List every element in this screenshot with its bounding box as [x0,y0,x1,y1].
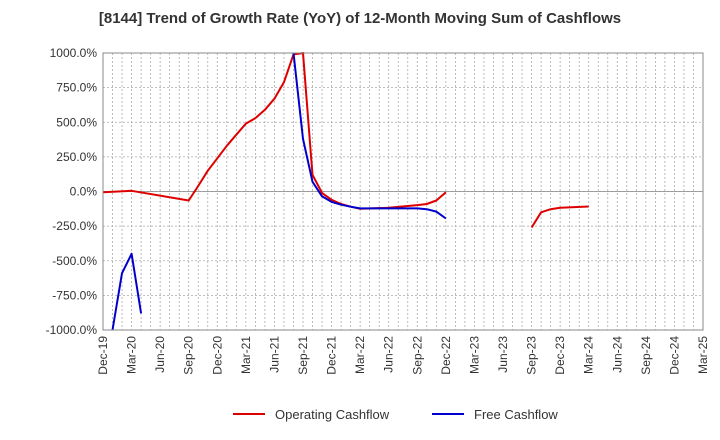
x-tick-label: Jun-22 [382,336,396,373]
x-tick-label: Jun-23 [496,336,510,373]
x-tick-label: Jun-21 [267,336,281,373]
x-tick-label: Dec-24 [667,336,681,375]
y-tick-label: 750.0% [56,81,97,95]
series-layer [103,52,589,331]
y-tick-label: -250.0% [52,219,97,233]
legend-label: Free Cashflow [474,407,558,422]
x-tick-label: Mar-23 [467,336,481,374]
x-tick-label: Dec-20 [210,336,224,375]
x-tick-label: Mar-24 [582,336,596,374]
legend-layer: Operating Cashflow Free Cashflow [233,407,558,422]
legend-label: Operating Cashflow [275,407,390,422]
y-tick-label: 250.0% [56,150,97,164]
x-tick-label: Jun-20 [153,336,167,373]
series-line-segment [111,252,143,331]
x-tick-label: Sep-21 [296,336,310,375]
y-tick-label: -1000.0% [46,323,98,337]
chart-title: [8144] Trend of Growth Rate (YoY) of 12-… [98,10,622,27]
legend-free-cashflow: Free Cashflow [432,407,558,422]
series-line-segment [292,52,447,220]
x-tick-label: Sep-24 [639,336,653,375]
x-tick-label: Mar-22 [353,336,367,374]
grid-layer [102,52,704,331]
series-free-cashflow [111,52,447,331]
y-tick-label: 1000.0% [50,46,98,60]
x-tick-label: Mar-25 [696,336,710,374]
x-tick-label: Dec-23 [553,336,567,375]
legend-operating-cashflow: Operating Cashflow [233,407,390,422]
x-tick-label: Dec-21 [325,336,339,375]
y-tick-label: -750.0% [52,288,97,302]
x-tick-label: Jun-24 [610,336,624,373]
x-tick-label: Sep-22 [410,336,424,375]
y-tick-label: 500.0% [56,115,97,129]
y-tick-label: -500.0% [52,254,97,268]
x-tick-label: Sep-20 [182,336,196,375]
x-tick-label: Mar-21 [239,336,253,374]
x-tick-label: Dec-19 [96,336,110,375]
series-line-segment [530,205,589,229]
axis-layer: 1000.0% 750.0% 500.0% 250.0% 0.0% -250.0% -500… [46,46,710,375]
x-tick-label: Sep-23 [525,336,539,375]
y-tick-label: 0.0% [70,185,98,199]
x-tick-label: Mar-20 [125,336,139,374]
plot-frame [102,52,704,331]
x-tick-label: Dec-22 [439,336,453,375]
